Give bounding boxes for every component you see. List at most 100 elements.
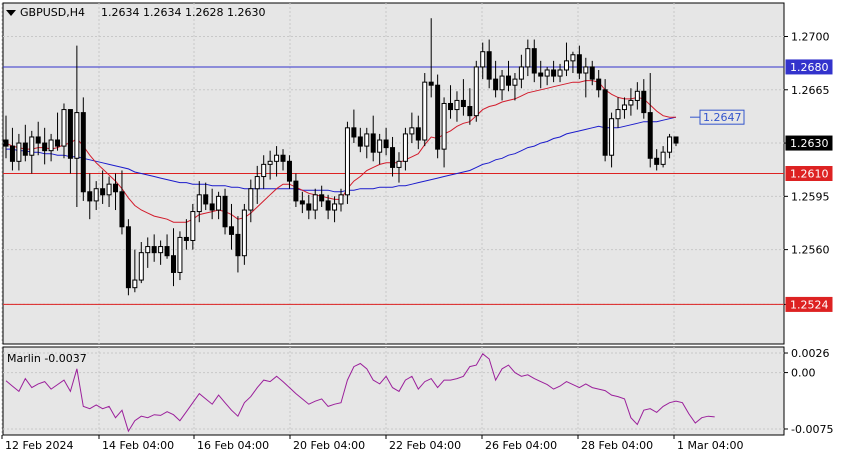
- candle-body-bull: [196, 194, 202, 213]
- candle: [22, 124, 28, 162]
- oscillator-axis: 0.0026 0.00 -0.0075: [784, 347, 833, 436]
- candle: [428, 18, 434, 98]
- candle-body-bull: [557, 69, 563, 77]
- candle: [473, 60, 479, 122]
- candle-body-bull: [660, 151, 666, 165]
- candle-body-bear: [228, 226, 234, 235]
- candle-body-bear: [435, 84, 441, 150]
- candle: [48, 133, 54, 162]
- candle-body-bull: [267, 160, 273, 165]
- candle: [42, 127, 48, 165]
- candle: [55, 112, 61, 151]
- candle-body-bull: [518, 66, 524, 80]
- candle-body-bear: [493, 78, 499, 91]
- x-tick-label: 28 Feb 04:00: [581, 439, 653, 452]
- candle-body-bear: [87, 191, 93, 202]
- candle: [396, 152, 402, 183]
- candle: [357, 127, 363, 153]
- svg-text:1.2647: 1.2647: [703, 111, 742, 124]
- candle-body-bear: [35, 136, 41, 144]
- candle: [454, 91, 460, 122]
- candle: [634, 82, 640, 110]
- candle-body-bull: [216, 195, 222, 211]
- candle: [647, 73, 653, 168]
- candle-body-bear: [209, 203, 215, 211]
- horizontal-levels: [3, 66, 784, 305]
- candle-body-bear: [299, 200, 305, 205]
- candle: [3, 115, 9, 159]
- candle: [61, 103, 67, 159]
- candle-body-bull: [525, 48, 531, 68]
- candle-body-bear: [602, 89, 608, 156]
- candle-body-bear: [67, 109, 73, 159]
- candle-body-bear: [9, 145, 15, 162]
- candle: [351, 109, 357, 144]
- candle-body-bull: [29, 136, 35, 156]
- candle: [390, 136, 396, 177]
- osc-tick-label: 0.00: [791, 367, 816, 380]
- candle: [344, 121, 350, 204]
- y-tick-label: 1.2665: [791, 84, 830, 97]
- x-tick-label: 22 Feb 04:00: [389, 439, 461, 452]
- symbol-timeframe: GBPUSD,H4: [20, 6, 85, 19]
- candle-body-bull: [377, 139, 383, 153]
- candle: [177, 231, 183, 281]
- osc-tick-label: -0.0075: [791, 423, 833, 436]
- oscillator-pane-bg: [2, 346, 785, 436]
- candle: [525, 39, 531, 77]
- price-labels: 1.2680 1.2610 1.2524 1.2630 1.2647: [690, 59, 833, 312]
- candle-body-bull: [409, 127, 415, 135]
- candle: [216, 191, 222, 220]
- candle-body-bull: [145, 246, 151, 254]
- candle-body-bear: [319, 194, 325, 202]
- candle-body-bear: [448, 102, 454, 111]
- candle: [506, 60, 511, 92]
- candle-body-bull: [190, 211, 196, 241]
- candle-body-bear: [164, 246, 170, 257]
- candle: [151, 234, 157, 262]
- candle-body-bull: [480, 51, 486, 68]
- candle: [589, 60, 595, 86]
- candle: [512, 73, 518, 101]
- candle: [132, 249, 138, 293]
- candle: [93, 181, 99, 211]
- candle-body-bear: [551, 69, 557, 77]
- menu-triangle-icon[interactable]: [6, 10, 16, 16]
- candle: [609, 112, 615, 168]
- candle: [29, 130, 35, 174]
- candle: [332, 196, 338, 223]
- candle: [312, 188, 318, 220]
- candle: [293, 173, 299, 207]
- y-tick-label: 1.2560: [791, 244, 830, 257]
- candle-body-bear: [325, 200, 331, 211]
- candle-body-bull: [332, 203, 338, 211]
- candle-body-bear: [576, 54, 582, 74]
- svg-text:1.2680: 1.2680: [790, 61, 829, 74]
- candle: [499, 69, 505, 101]
- candle-body-bull: [422, 81, 428, 141]
- candle: [551, 60, 557, 83]
- candle: [196, 181, 202, 223]
- candle: [518, 54, 524, 89]
- candle-body-bull: [583, 66, 589, 74]
- candle-body-bull: [364, 133, 370, 147]
- level-label-lower-support: 1.2524: [785, 296, 833, 312]
- price-pane[interactable]: GBPUSD,H4 1.2634 1.2634 1.2628 1.2630: [1, 2, 785, 345]
- candle: [299, 191, 305, 214]
- candle-body-bear: [80, 112, 86, 193]
- candle: [338, 188, 344, 212]
- candle-body-bull: [93, 188, 99, 202]
- candle-body-bull: [634, 90, 640, 101]
- candle: [248, 179, 254, 223]
- candle-body-bear: [222, 195, 228, 228]
- candle-body-bear: [293, 180, 299, 202]
- candle-body-bull: [667, 136, 673, 153]
- candle: [306, 194, 312, 220]
- candle: [660, 146, 666, 168]
- candle-body-bull: [544, 69, 550, 77]
- candle: [16, 133, 22, 171]
- oscillator-pane[interactable]: Marlin -0.0037: [1, 346, 785, 436]
- candle-body-bear: [280, 154, 286, 162]
- candle: [402, 127, 408, 171]
